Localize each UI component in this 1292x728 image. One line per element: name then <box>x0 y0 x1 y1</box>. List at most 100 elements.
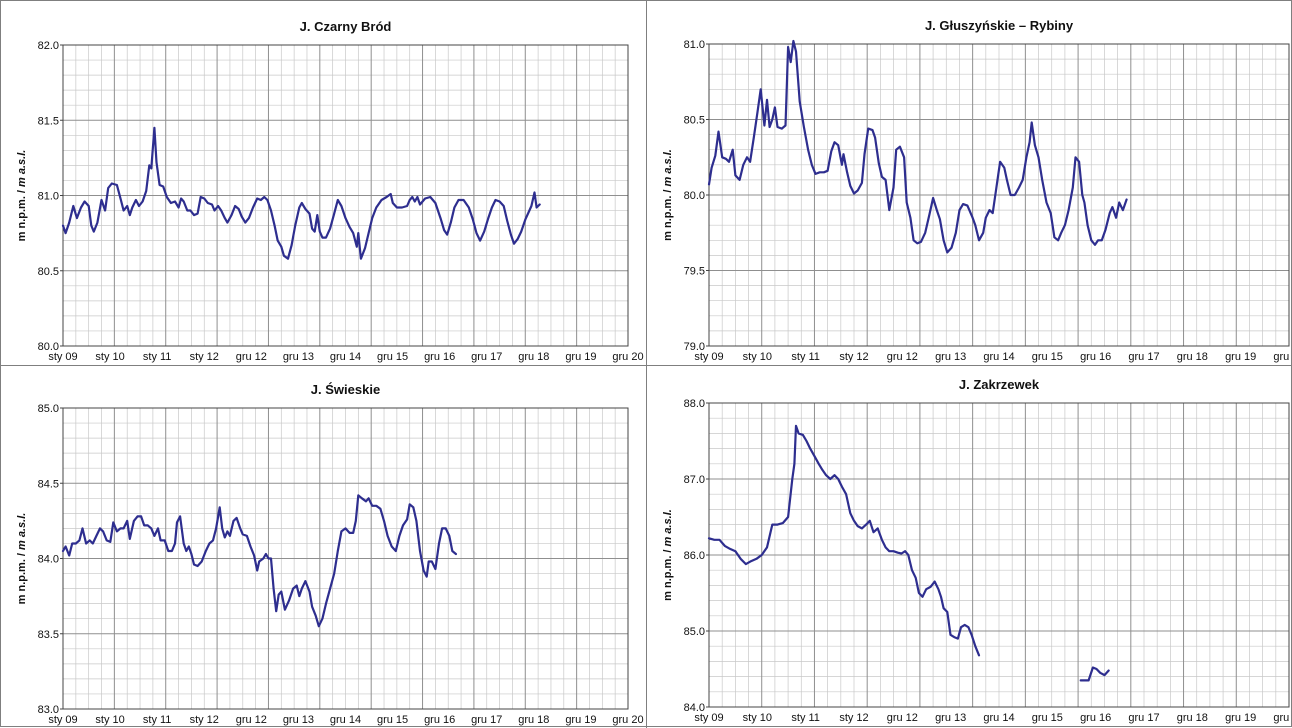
x-tick-label: gru 16 <box>1080 351 1111 363</box>
y-tick-label: 79.0 <box>684 341 705 353</box>
chart-title: J. Czarny Bród <box>300 19 392 34</box>
x-tick-label: sty 11 <box>143 351 172 363</box>
x-tick-label: gru 17 <box>471 351 502 363</box>
x-tick-label: gru 18 <box>1177 712 1208 724</box>
y-tick-label: 82.0 <box>38 40 59 52</box>
chart-title: J. Głuszyńskie – Rybiny <box>925 18 1074 33</box>
y-axis-label-part: m n.p.m. / <box>662 546 674 600</box>
x-tick-label: sty 12 <box>839 351 868 363</box>
y-tick-label: 85.0 <box>38 403 59 415</box>
x-tick-label: gru 20 <box>1273 712 1292 724</box>
x-tick-label: gru 16 <box>1080 712 1111 724</box>
x-tick-label: gru 12 <box>887 712 918 724</box>
y-tick-label: 80.0 <box>684 190 705 202</box>
x-tick-label: sty 09 <box>694 351 723 363</box>
x-tick-label: gru 12 <box>236 714 267 726</box>
y-axis-label-part: m a.s.l. <box>662 149 674 186</box>
x-tick-label: gru 20 <box>612 714 643 726</box>
y-axis-label: m n.p.m. / m a.s.l. <box>16 513 28 605</box>
x-tick-label: gru 19 <box>565 714 596 726</box>
y-axis-label: m n.p.m. / m a.s.l. <box>662 509 674 601</box>
y-tick-label: 80.5 <box>684 115 705 127</box>
y-tick-label: 87.0 <box>684 474 705 486</box>
series-line <box>61 494 457 628</box>
x-tick-label: sty 09 <box>694 712 723 724</box>
y-tick-label: 81.0 <box>38 191 59 203</box>
x-tick-label: sty 10 <box>95 351 124 363</box>
y-axis-label-part: m n.p.m. / <box>16 187 28 241</box>
x-tick-label: gru 17 <box>471 714 502 726</box>
y-axis-label-part: m a.s.l. <box>662 509 674 546</box>
line-chart-swieskie: 83.0 83.5 84.0 84.5 85.0 sty 09 sty 10 sty 11 st… <box>16 382 644 726</box>
chart-title: J. Świeskie <box>311 382 380 397</box>
x-tick-label: gru 16 <box>424 714 455 726</box>
y-axis-label-part: m a.s.l. <box>16 513 28 550</box>
y-axis-label-part: m a.s.l. <box>16 150 28 187</box>
y-tick-label: 84.5 <box>38 478 59 490</box>
y-tick-label: 84.0 <box>38 554 59 566</box>
y-tick-label: 80.5 <box>38 266 59 278</box>
x-tick-label: gru 13 <box>935 712 966 724</box>
x-tick-label: sty 12 <box>839 712 868 724</box>
y-tick-label: 80.0 <box>38 341 59 353</box>
chart-panel-zakrzewek: 84.0 85.0 86.0 87.0 88.0 sty 09 sty 10 sty 11 st… <box>647 366 1292 728</box>
x-tick-label: sty 09 <box>48 351 77 363</box>
x-tick-label: gru 14 <box>330 714 361 726</box>
y-tick-label: 86.0 <box>684 550 705 562</box>
x-tick-label: sty 11 <box>791 712 820 724</box>
x-tick-label: gru 20 <box>612 351 643 363</box>
series-line <box>707 424 981 657</box>
x-tick-label: gru 15 <box>1032 712 1063 724</box>
x-tick-label: sty 11 <box>791 351 820 363</box>
x-tick-label: gru 20 <box>1273 351 1292 363</box>
y-axis-label: m n.p.m. / m a.s.l. <box>662 149 674 241</box>
chart-panel-swieskie: 83.0 83.5 84.0 84.5 85.0 sty 09 sty 10 sty 11 st… <box>1 366 646 728</box>
chart-panel-czarny-brod: 80.0 80.5 81.0 81.5 82.0 sty 09 sty 10 sty 11 st… <box>1 1 646 365</box>
x-tick-label: gru 14 <box>983 351 1014 363</box>
panel-divider-horizontal <box>1 365 1292 366</box>
x-tick-label: sty 12 <box>190 351 219 363</box>
x-tick-label: gru 12 <box>887 351 918 363</box>
series-line <box>61 126 541 260</box>
x-tick-label: sty 09 <box>48 714 77 726</box>
chart-panel-gluszynskie-rybiny: 79.0 79.5 80.0 80.5 81.0 sty 09 sty 10 sty 11 st… <box>647 1 1292 365</box>
y-tick-label: 83.0 <box>38 704 59 716</box>
x-tick-label: gru 13 <box>935 351 966 363</box>
x-tick-label: gru 17 <box>1128 351 1159 363</box>
x-tick-label: gru 18 <box>518 351 549 363</box>
x-tick-label: gru 19 <box>565 351 596 363</box>
panel-divider-vertical <box>646 1 647 728</box>
y-tick-label: 81.0 <box>684 39 705 51</box>
x-tick-label: sty 11 <box>143 714 172 726</box>
x-tick-label: sty 12 <box>190 714 219 726</box>
x-tick-label: gru 17 <box>1128 712 1159 724</box>
x-tick-label: sty 10 <box>743 351 772 363</box>
y-tick-label: 83.5 <box>38 629 59 641</box>
x-tick-label: gru 15 <box>377 714 408 726</box>
y-tick-label: 84.0 <box>684 702 705 714</box>
y-tick-label: 81.5 <box>38 115 59 127</box>
x-tick-label: sty 10 <box>95 714 124 726</box>
y-axis-label: m n.p.m. / m a.s.l. <box>16 150 28 242</box>
x-tick-label: gru 12 <box>236 351 267 363</box>
x-tick-label: gru 15 <box>1032 351 1063 363</box>
chart-title: J. Zakrzewek <box>959 377 1040 392</box>
x-tick-label: gru 19 <box>1225 351 1256 363</box>
x-tick-label: gru 14 <box>983 712 1014 724</box>
line-chart-zakrzewek: 84.0 85.0 86.0 87.0 88.0 sty 09 sty 10 sty 11 st… <box>662 377 1292 724</box>
line-chart-czarny-brod: 80.0 80.5 81.0 81.5 82.0 sty 09 sty 10 sty 11 st… <box>16 19 644 363</box>
series-line <box>1079 666 1110 682</box>
y-tick-label: 88.0 <box>684 398 705 410</box>
x-tick-label: sty 10 <box>743 712 772 724</box>
x-tick-label: gru 13 <box>283 714 314 726</box>
y-axis-label-part: m n.p.m. / <box>662 186 674 240</box>
x-tick-label: gru 13 <box>283 351 314 363</box>
series-line <box>707 39 1128 254</box>
y-tick-label: 85.0 <box>684 626 705 638</box>
x-tick-label: gru 18 <box>518 714 549 726</box>
x-tick-label: gru 18 <box>1177 351 1208 363</box>
x-tick-label: gru 15 <box>377 351 408 363</box>
x-tick-label: gru 16 <box>424 351 455 363</box>
line-chart-gluszynskie-rybiny: 79.0 79.5 80.0 80.5 81.0 sty 09 sty 10 sty 11 st… <box>662 18 1292 363</box>
